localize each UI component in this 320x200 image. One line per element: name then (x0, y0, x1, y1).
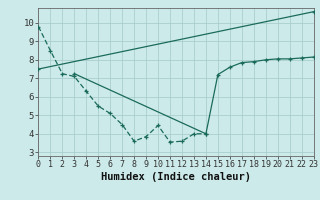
X-axis label: Humidex (Indice chaleur): Humidex (Indice chaleur) (101, 172, 251, 182)
